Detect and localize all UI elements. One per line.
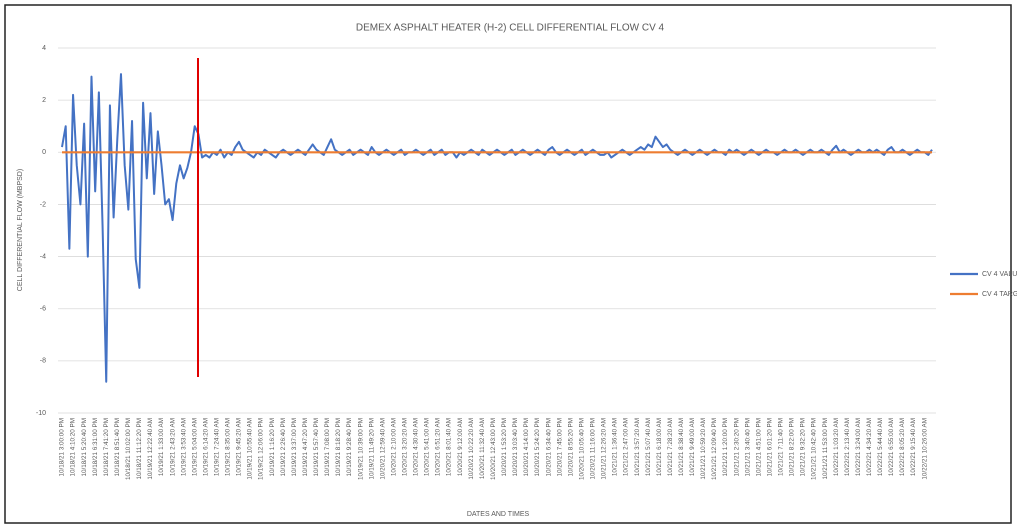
- x-tick-label: 10/20/21 11:16:00 PM: [590, 418, 597, 480]
- x-tick-label: 10/21/21 8:38:40 AM: [678, 418, 685, 476]
- x-tick-label: 10/19/21 10:39:00 PM: [357, 418, 364, 480]
- x-tick-label: 10/21/21 7:28:20 AM: [667, 418, 674, 476]
- x-tick-label: 10/22/21 6:55:00 AM: [888, 418, 895, 476]
- y-tick-label: -10: [36, 410, 46, 417]
- x-tick-label: 10/20/21 8:55:20 PM: [567, 418, 574, 476]
- x-tick-label: 10/22/21 9:15:40 AM: [910, 418, 917, 476]
- x-tick-label: 10/20/21 10:05:40 PM: [578, 418, 585, 480]
- x-tick-label: 10/19/21 5:57:40 PM: [313, 418, 320, 476]
- x-tick-label: 10/19/21 7:24:40 AM: [214, 418, 221, 476]
- x-tick-label: 10/19/21 8:18:20 PM: [335, 418, 342, 476]
- x-tick-label: 10/21/21 10:59:20 AM: [700, 418, 707, 480]
- y-tick-label: -8: [40, 358, 46, 365]
- x-tick-label: 10/19/21 9:28:40 PM: [346, 418, 353, 476]
- grid: -10 -8 -6 -4 -2 0 2 4 10/18/21 3:00:00 PM 10/18/2…: [36, 45, 936, 480]
- x-tick-label: 10/21/21 9:49:00 AM: [689, 418, 696, 476]
- x-tick-label: 10/20/21 5:24:20 PM: [534, 418, 541, 476]
- x-tick-label: 10/21/21 11:53:00 PM: [822, 418, 829, 480]
- x-tick-label: 10/21/21 2:30:20 PM: [733, 418, 740, 476]
- x-tick-label: 10/20/21 4:30:40 AM: [413, 418, 420, 476]
- x-tick-label: 10/19/21 12:06:00 PM: [258, 418, 265, 480]
- x-tick-label: 10/21/21 1:20:00 PM: [722, 418, 729, 476]
- x-tick-label: 10/21/21 10:42:40 PM: [811, 418, 818, 480]
- y-tick-label: 4: [42, 45, 46, 52]
- x-tick-label: 10/19/21 10:55:40 AM: [247, 418, 254, 480]
- x-tick-label: 10/21/21 3:40:40 PM: [744, 418, 751, 476]
- x-tick-label: 10/21/21 6:01:20 PM: [766, 418, 773, 476]
- x-tick-label: 10/20/21 6:51:20 AM: [435, 418, 442, 476]
- frame: [4, 4, 1012, 524]
- x-tick-label: 10/20/21 3:20:20 AM: [402, 418, 409, 476]
- x-tick-label: 10/19/21 1:33:00 AM: [158, 418, 165, 476]
- x-tick-label: 10/20/21 7:45:00 PM: [556, 418, 563, 476]
- x-tick-label: 10/19/21 2:43:20 AM: [169, 418, 176, 476]
- x-tick-label: 10/22/21 1:03:20 AM: [833, 418, 840, 476]
- x-tick-label: 10/19/21 8:35:00 AM: [225, 418, 232, 476]
- x-tick-label: 10/20/21 6:34:40 PM: [545, 418, 552, 476]
- x-tick-label: 10/21/21 9:32:20 PM: [800, 418, 807, 476]
- x-tick-label: 10/19/21 3:53:40 AM: [180, 418, 187, 476]
- x-tick-label: 10/22/21 10:26:00 AM: [921, 418, 928, 480]
- x-tick-label: 10/21/21 2:47:00 AM: [623, 418, 630, 476]
- x-tick-label: 10/18/21 11:12:20 PM: [136, 418, 143, 480]
- x-tick-label: 10/21/21 7:11:40 PM: [778, 418, 785, 476]
- legend-label: CV 4 TARGET: [982, 291, 1017, 298]
- y-tick-label: 0: [42, 149, 46, 156]
- x-tick-label: 10/22/21 2:13:40 AM: [844, 418, 851, 476]
- x-tick-label: 10/20/21 12:59:40 AM: [379, 418, 386, 480]
- x-tick-label: 10/21/21 12:26:20 AM: [601, 418, 608, 480]
- x-tick-label: 10/19/21 4:47:20 PM: [302, 418, 309, 476]
- x-tick-label: 10/20/21 10:22:20 AM: [468, 418, 475, 480]
- x-tick-label: 10/18/21 6:31:00 PM: [92, 418, 99, 476]
- x-tick-label: 10/21/21 3:57:20 AM: [634, 418, 641, 476]
- x-tick-label: 10/22/21 3:24:00 AM: [855, 418, 862, 476]
- x-tick-label: 10/19/21 11:49:20 PM: [368, 418, 375, 480]
- x-tick-label: 10/20/21 12:43:00 PM: [490, 418, 497, 480]
- x-tick-label: 10/20/21 11:32:40 AM: [479, 418, 486, 479]
- x-tick-label: 10/18/21 7:41:20 PM: [103, 418, 110, 476]
- x-tick-label: 10/21/21 6:18:00 AM: [656, 418, 663, 476]
- x-tick-label: 10/19/21 3:37:00 PM: [291, 418, 298, 476]
- x-tick-label: 10/21/21 5:07:40 AM: [645, 418, 652, 476]
- y-tick-label: 2: [42, 97, 46, 104]
- x-tick-label: 10/19/21 2:26:40 PM: [280, 418, 287, 476]
- x-tick-label: 10/18/21 10:02:00 PM: [125, 418, 132, 480]
- x-tick-label: 10/19/21 12:22:40 AM: [147, 418, 154, 480]
- x-tick-label: 10/21/21 1:36:40 AM: [612, 418, 619, 476]
- y-tick-label: -2: [40, 201, 46, 208]
- x-tick-label: 10/20/21 1:53:20 PM: [501, 418, 508, 476]
- x-tick-label: 10/21/21 4:51:00 PM: [755, 418, 762, 476]
- x-tick-label: 10/20/21 2:10:00 AM: [390, 418, 397, 476]
- x-tick-label: 10/21/21 8:22:00 PM: [789, 418, 796, 476]
- x-tick-label: 10/18/21 4:10:20 PM: [70, 418, 77, 476]
- x-tick-label: 10/22/21 4:34:20 AM: [866, 418, 873, 476]
- x-tick-label: 10/19/21 5:04:00 AM: [191, 418, 198, 476]
- y-tick-label: -4: [40, 253, 46, 260]
- chart-title: DEMEX ASPHALT HEATER (H-2) CELL DIFFEREN…: [356, 23, 665, 34]
- x-tick-label: 10/20/21 5:41:00 AM: [424, 418, 431, 476]
- x-tick-label: 10/18/21 5:20:40 PM: [81, 418, 88, 476]
- x-tick-label: 10/19/21 9:45:20 AM: [236, 418, 243, 476]
- x-axis-title: DATES AND TIMES: [467, 511, 530, 518]
- x-tick-label: 10/21/21 12:09:40 PM: [711, 418, 718, 480]
- x-tick-label: 10/20/21 9:12:00 AM: [457, 418, 464, 476]
- x-tick-label: 10/18/21 3:00:00 PM: [59, 418, 66, 476]
- y-tick-label: -6: [40, 306, 46, 313]
- x-tick-label: 10/22/21 5:44:40 AM: [877, 418, 884, 476]
- x-tick-label: 10/19/21 6:14:20 AM: [202, 418, 209, 476]
- y-axis-title: CELL DIFFERENTIAL FLOW (MBPSD): [17, 169, 24, 291]
- x-tick-label: 10/20/21 3:03:40 PM: [512, 418, 519, 476]
- x-tick-label: 10/20/21 4:14:00 PM: [523, 418, 530, 476]
- x-tick-label: 10/18/21 8:51:40 PM: [114, 418, 121, 476]
- legend-label: CV 4 VALUE: [982, 271, 1017, 278]
- x-tick-label: 10/19/21 1:16:20 PM: [269, 418, 276, 476]
- x-tick-label: 10/20/21 8:01:40 AM: [446, 418, 453, 476]
- x-tick-label: 10/22/21 8:05:20 AM: [899, 418, 906, 476]
- x-tick-label: 10/19/21 7:08:00 PM: [324, 418, 331, 476]
- plot: [61, 73, 933, 383]
